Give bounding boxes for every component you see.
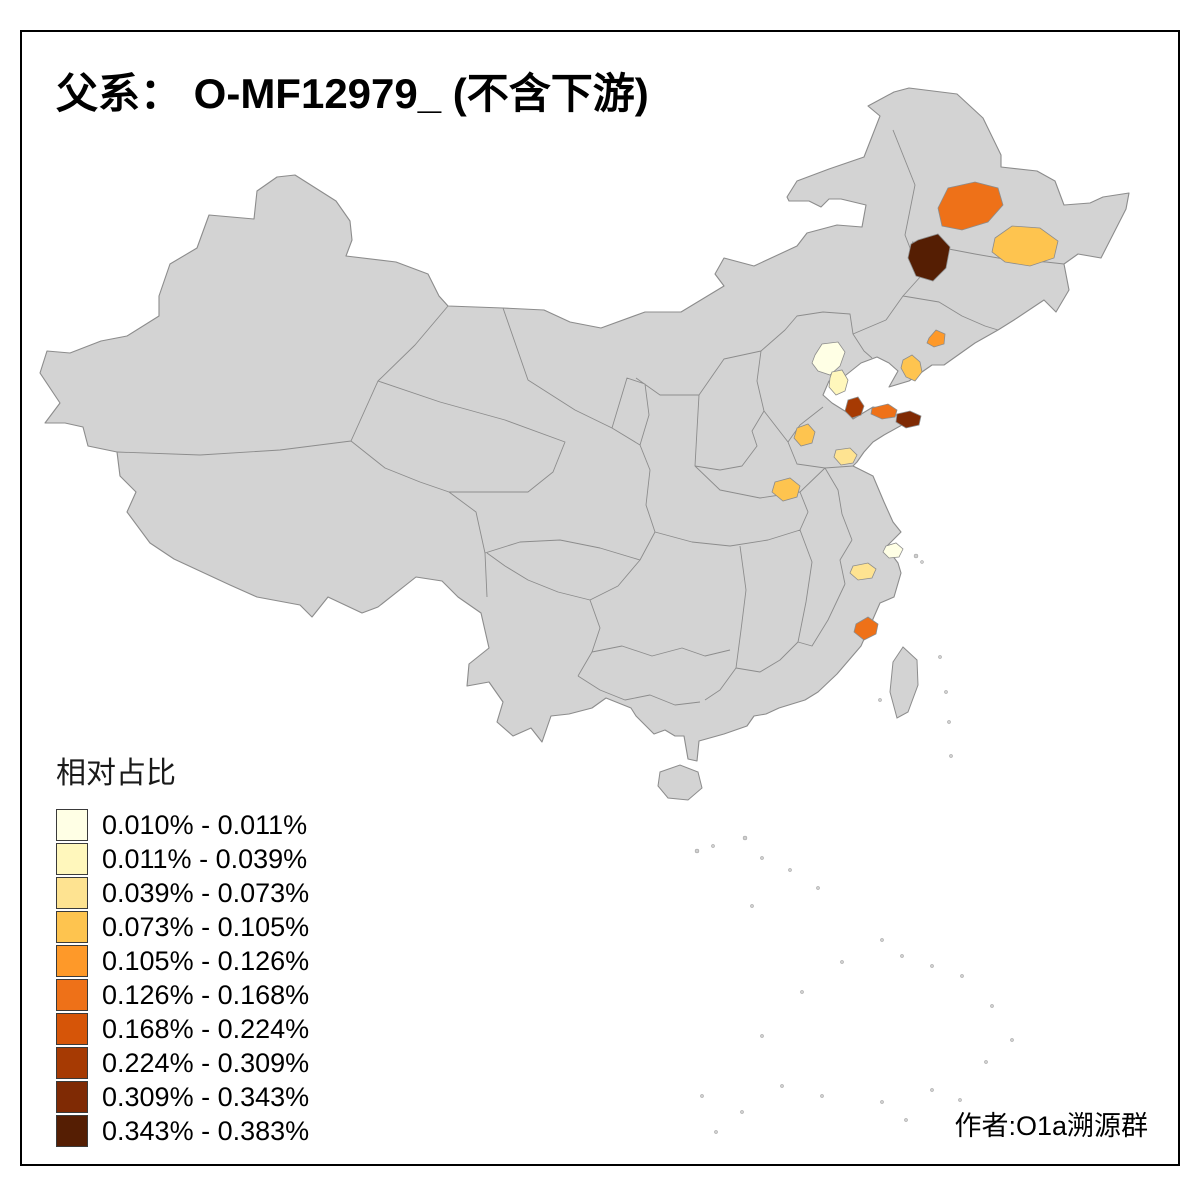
legend-item: 0.126% - 0.168%: [56, 978, 309, 1012]
legend: 相对占比 0.010% - 0.011% 0.011% - 0.039% 0.039…: [56, 748, 309, 1148]
south-china-sea-islands: [694, 553, 1014, 1134]
map-region-liaoning-central: 0.105% - 0.126%: [926, 329, 946, 348]
map-region-jiangsu-southeast: 0.010% - 0.011%: [882, 542, 904, 559]
plot-title: 父系： O-MF12979_ (不含下游): [56, 70, 649, 117]
legend-label: 0.105% - 0.126%: [102, 945, 310, 976]
legend-label: 0.073% - 0.105%: [102, 911, 310, 942]
taiwan-island: [889, 646, 919, 719]
legend-swatch: [56, 1047, 88, 1079]
legend-label: 0.039% - 0.073%: [102, 877, 310, 908]
map-region-shandong-yantai: 0.126% - 0.168%: [870, 403, 898, 420]
legend-title: 相对占比: [56, 757, 176, 790]
legend-label: 0.168% - 0.224%: [102, 1013, 310, 1044]
map-region-zhejiang-south: 0.126% - 0.168%: [853, 616, 879, 641]
legend-item: 0.073% - 0.105%: [56, 910, 309, 944]
map-region-heilongjiang-east: 0.073% - 0.105%: [991, 225, 1059, 267]
legend-swatch: [56, 1115, 88, 1147]
map-region-heilongjiang-west: 0.126% - 0.168%: [937, 181, 1004, 231]
legend-swatch: [56, 1081, 88, 1113]
legend-item: 0.011% - 0.039%: [56, 842, 309, 876]
legend-item: 0.105% - 0.126%: [56, 944, 309, 978]
legend-swatch: [56, 911, 88, 943]
legend-label: 0.309% - 0.343%: [102, 1081, 310, 1112]
map-region-liaoning-south: 0.073% - 0.105%: [900, 354, 923, 382]
legend-label: 0.224% - 0.309%: [102, 1047, 310, 1078]
map-region-tianjin: 0.011% - 0.039%: [828, 369, 849, 396]
legend-label: 0.343% - 0.383%: [102, 1115, 310, 1146]
legend-item: 0.010% - 0.011%: [56, 808, 309, 842]
hainan-island: [657, 764, 703, 801]
legend-swatch: [56, 945, 88, 977]
map-region-henan-east: 0.073% - 0.105%: [771, 477, 801, 502]
china-outline: [39, 87, 1130, 762]
map-region-shandong-tip: 0.309% - 0.343%: [895, 410, 922, 429]
map-region-shandong-north: 0.224% - 0.309%: [844, 396, 865, 419]
legend-swatch: [56, 1013, 88, 1045]
legend-rows: 0.010% - 0.011% 0.011% - 0.039% 0.039% - 0…: [56, 808, 309, 1148]
legend-item: 0.168% - 0.224%: [56, 1012, 309, 1046]
legend-item: 0.309% - 0.343%: [56, 1080, 309, 1114]
legend-label: 0.011% - 0.039%: [102, 843, 308, 874]
legend-swatch: [56, 809, 88, 841]
legend-item: 0.039% - 0.073%: [56, 876, 309, 910]
legend-label: 0.010% - 0.011%: [102, 809, 308, 840]
map-region-shandong-south: 0.039% - 0.073%: [833, 447, 858, 466]
legend-swatch: [56, 843, 88, 875]
highlighted-regions: 0.126% - 0.168%0.343% - 0.383%0.073% - 0…: [771, 181, 1059, 641]
legend-label: 0.126% - 0.168%: [102, 979, 310, 1010]
legend-swatch: [56, 877, 88, 909]
legend-item: 0.224% - 0.309%: [56, 1046, 309, 1080]
map-region-shandong-west: 0.073% - 0.105%: [793, 423, 816, 447]
legend-swatch: [56, 979, 88, 1011]
attribution-text: 作者:O1a溯源群: [954, 1111, 1148, 1141]
map-region-zhejiang-north: 0.039% - 0.073%: [849, 562, 877, 581]
map-region-beijing: 0.010% - 0.011%: [811, 341, 846, 376]
map-region-heilongjiang-southwest: 0.343% - 0.383%: [907, 233, 951, 282]
legend-item: 0.343% - 0.383%: [56, 1114, 309, 1148]
